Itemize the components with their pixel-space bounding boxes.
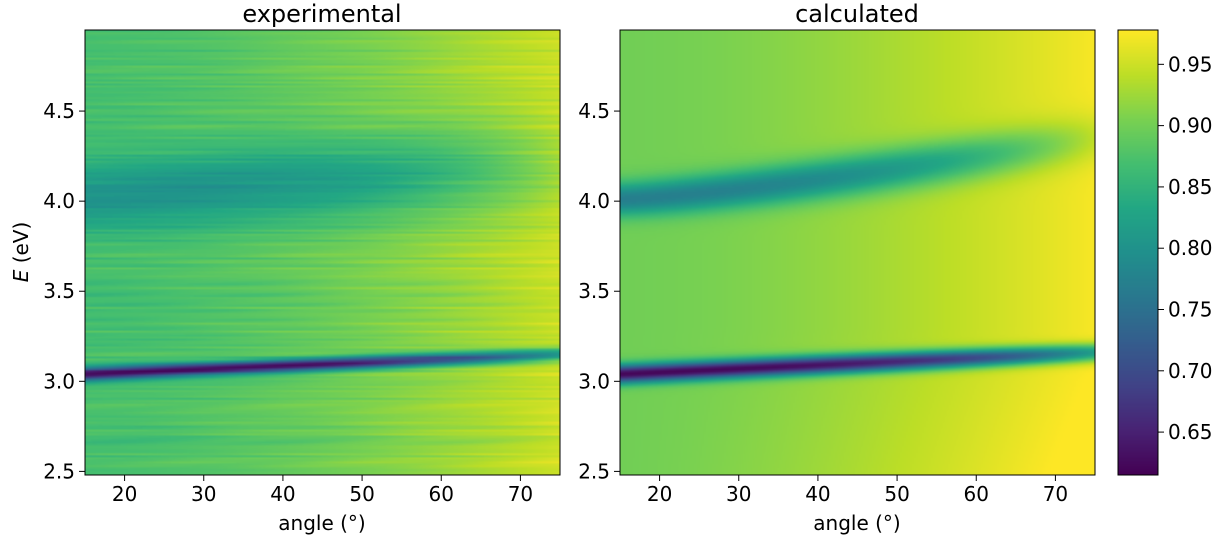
colorbar-gradient bbox=[1118, 30, 1158, 475]
axes-frame-calculated bbox=[619, 29, 1096, 476]
x-tick-label: 60 bbox=[964, 482, 989, 506]
colorbar-tick-label: 0.85 bbox=[1168, 175, 1213, 199]
heatmap-experimental bbox=[85, 30, 560, 475]
x-tick-label: 70 bbox=[1043, 482, 1068, 506]
x-tick-label: 20 bbox=[112, 482, 137, 506]
panel-experimental: experimental 20 30 40 50 60 70 2.5 3.0 3.5 4.0 4.5… bbox=[9, 0, 561, 535]
colorbar-tick-label: 0.70 bbox=[1168, 359, 1213, 383]
title-experimental: experimental bbox=[242, 0, 401, 28]
ylabel-unit: (eV) bbox=[9, 222, 33, 270]
y-tick-label: 3.0 bbox=[578, 369, 610, 393]
y-tick-label: 2.5 bbox=[43, 459, 75, 483]
panel-calculated: calculated 20 30 40 50 60 70 2.5 3.0 3.5 4.0 4.5 a… bbox=[578, 0, 1096, 535]
xlabel-calculated: angle (°) bbox=[813, 511, 900, 535]
x-tick-label: 60 bbox=[429, 482, 454, 506]
y-tick-label: 3.5 bbox=[578, 279, 610, 303]
x-tick-label: 50 bbox=[349, 482, 374, 506]
axes-frame-experimental bbox=[84, 29, 561, 476]
colorbar-tick-label: 0.75 bbox=[1168, 298, 1213, 322]
y-tick-label: 4.0 bbox=[43, 189, 75, 213]
colorbar-ticks: 0.65 0.70 0.75 0.80 0.85 0.90 0.95 bbox=[1158, 52, 1213, 444]
y-tick-label: 3.5 bbox=[43, 279, 75, 303]
x-tick-label: 30 bbox=[191, 482, 216, 506]
colorbar-tick-label: 0.90 bbox=[1168, 114, 1213, 138]
colorbar-tick-label: 0.65 bbox=[1168, 420, 1213, 444]
y-tick-label: 2.5 bbox=[578, 459, 610, 483]
colorbar-tick-label: 0.95 bbox=[1168, 52, 1213, 76]
x-tick-label: 50 bbox=[884, 482, 909, 506]
colorbar-frame bbox=[1117, 29, 1159, 476]
ylabel-symbol: E bbox=[9, 269, 33, 282]
y-tick-label: 3.0 bbox=[43, 369, 75, 393]
xlabel-experimental: angle (°) bbox=[278, 511, 365, 535]
x-tick-label: 40 bbox=[270, 482, 295, 506]
ticks-experimental: 20 30 40 50 60 70 2.5 3.0 3.5 4.0 4.5 bbox=[43, 99, 533, 506]
x-tick-label: 30 bbox=[726, 482, 751, 506]
x-tick-label: 70 bbox=[508, 482, 533, 506]
title-calculated: calculated bbox=[795, 0, 919, 28]
colorbar: 0.65 0.70 0.75 0.80 0.85 0.90 0.95 bbox=[1117, 29, 1213, 476]
ticks-calculated: 20 30 40 50 60 70 2.5 3.0 3.5 4.0 4.5 bbox=[578, 99, 1068, 506]
x-tick-label: 40 bbox=[805, 482, 830, 506]
x-tick-label: 20 bbox=[647, 482, 672, 506]
y-tick-label: 4.5 bbox=[578, 99, 610, 123]
y-tick-label: 4.5 bbox=[43, 99, 75, 123]
heatmap-calculated bbox=[620, 30, 1095, 475]
colorbar-tick-label: 0.80 bbox=[1168, 236, 1213, 260]
y-tick-label: 4.0 bbox=[578, 189, 610, 213]
ylabel-experimental: E (eV) bbox=[9, 222, 33, 283]
